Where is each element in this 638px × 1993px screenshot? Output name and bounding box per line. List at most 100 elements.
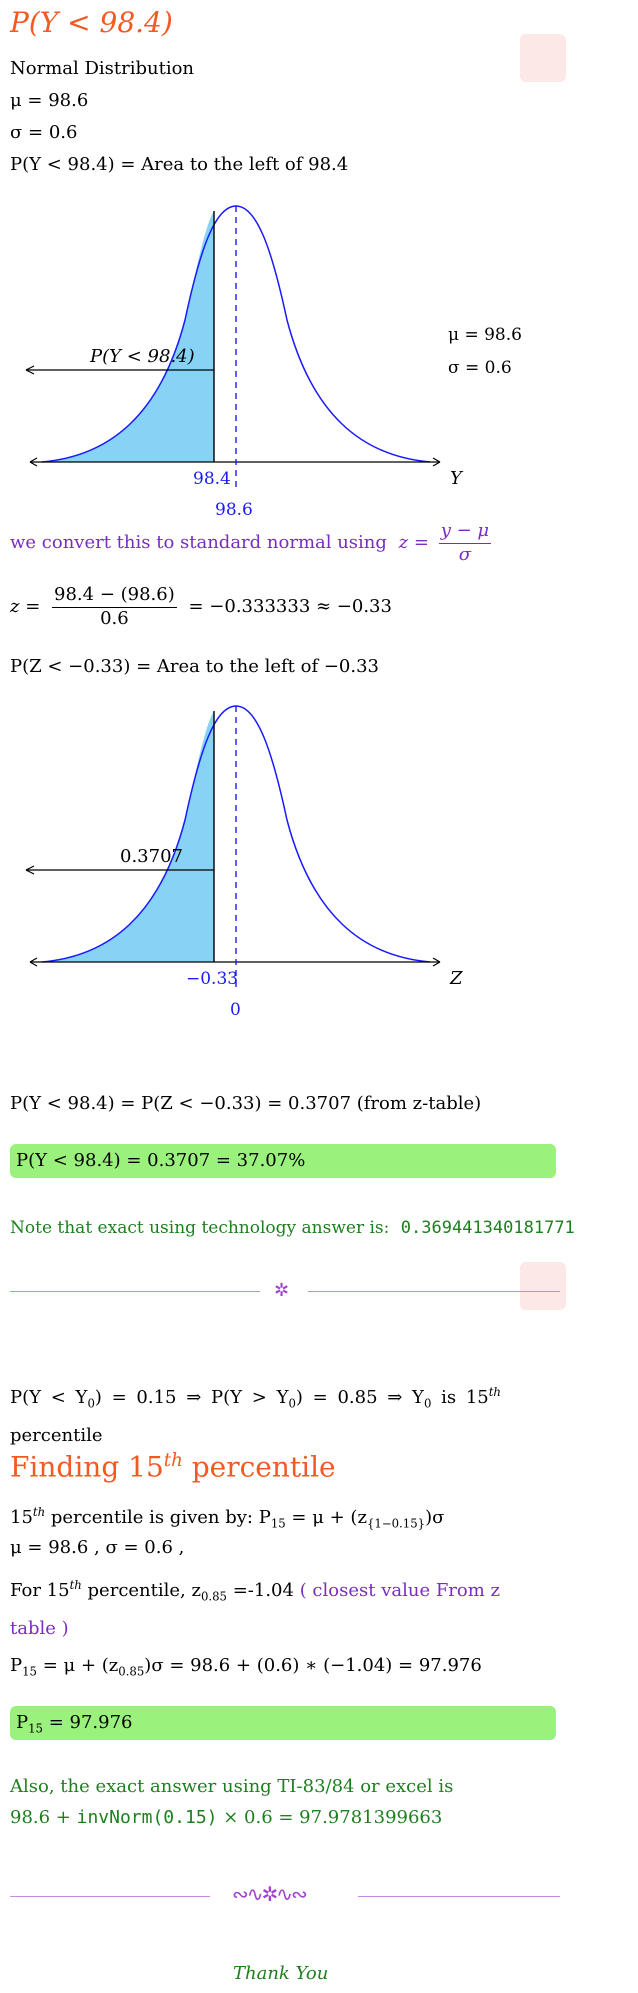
calc-part-c: )σ = 98.6 + (0.6) ∗ (−1.04) = 97.976 (144, 1655, 482, 1676)
divider-line-right (308, 1291, 560, 1292)
exact-function: invNorm(0.15) (76, 1807, 218, 1828)
calc-sub: 15 (22, 1664, 37, 1679)
technology-note-text: Note that exact using technology answer … (10, 1218, 390, 1238)
intro-part-a: P(Y < Y (10, 1387, 88, 1408)
intro-sup: th (488, 1385, 501, 1399)
x-axis-right-arrow (432, 957, 441, 967)
divider-line-left (10, 1896, 210, 1897)
z-calc-result: = −0.333333 ≈ −0.33 (188, 596, 392, 617)
axis-label: Y (450, 468, 464, 489)
percentile-formula: 15th percentile is given by: P15 = μ + (… (10, 1505, 444, 1531)
z-calc-fraction: 98.4 − (98.6) 0.6 (52, 584, 177, 630)
percentile-calculation: P15 = μ + (z0.85)σ = 98.6 + (0.6) ∗ (−1.… (10, 1655, 482, 1679)
x-axis-right-arrow (432, 457, 441, 467)
intro-sub-1: 0 (288, 1396, 296, 1411)
exact-part-b: × 0.6 = 97.9781399663 (217, 1807, 443, 1828)
area-label: P(Y < 98.4) (89, 346, 195, 367)
z-area-statement: P(Z < −0.33) = Area to the left of −0.33 (10, 656, 379, 677)
percentile-intro: P(Y < Y0) = 0.15 ⇒ P(Y > Y0) = 0.85 ⇒ Y0… (10, 1376, 558, 1452)
x-axis-left-arrow (29, 957, 38, 967)
area-statement: P(Y < 98.4) = Area to the left of 98.4 (10, 154, 349, 175)
area-value-label: 0.3707 (120, 846, 183, 867)
z-calc-numerator: 98.4 − (98.6) (52, 584, 177, 608)
exact-part-a: 98.6 + (10, 1807, 77, 1828)
for-sub: 0.85 (200, 1589, 227, 1604)
area-arrow-head (25, 365, 35, 375)
exact-answer-line-2: 98.6 + invNorm(0.15) × 0.6 = 97.97813996… (10, 1807, 442, 1828)
given-part-a: 15 (10, 1507, 33, 1528)
z-value-line: For 15th percentile, z0.85 =-1.04 ( clos… (10, 1569, 560, 1645)
answer-box-2: P15 = 97.976 (10, 1706, 556, 1740)
cutoff-value-label: −0.33 (186, 969, 238, 989)
params-sigma: σ = 0.6 (448, 358, 512, 378)
watermark-stamp-icon (520, 34, 566, 82)
intro-part-c: ) = 0.85 ⇒ Y (295, 1387, 424, 1408)
answer-2-part-b: = 97.976 (43, 1712, 133, 1733)
heading-part-b: percentile (182, 1450, 336, 1484)
technology-note: Note that exact using technology answer … (10, 1218, 575, 1238)
for-part-b: percentile, z (81, 1580, 201, 1601)
cutoff-value-label: 98.4 (193, 469, 231, 489)
z-formula-fraction: y − μ σ (438, 520, 492, 566)
calc-part-a: P (10, 1655, 23, 1676)
thank-you: Thank You (233, 1963, 329, 1984)
watermark-stamp-icon (520, 1262, 566, 1310)
given-sup: th (32, 1505, 46, 1519)
shaded-left-region (42, 711, 214, 962)
page-title: P(Y < 98.4) (10, 6, 173, 39)
conversion-text: we convert this to standard normal using… (10, 520, 492, 566)
x-axis-left-arrow (29, 457, 38, 467)
answer-box-1: P(Y < 98.4) = 0.3707 = 37.07% (10, 1144, 556, 1178)
heading-sup: th (163, 1450, 183, 1471)
intro-part-e: percentile (10, 1424, 103, 1446)
answer-2-text: P15 = 97.976 (16, 1712, 133, 1736)
given-part-b: percentile is given by: P (45, 1507, 271, 1528)
given-part-c: = μ + (z (285, 1507, 367, 1528)
conversion-sentence: we convert this to standard normal using (10, 532, 387, 553)
answer-2-sub: 15 (28, 1721, 43, 1736)
intro-part-d: is 15 (431, 1387, 489, 1408)
z-formula-denominator: σ (458, 543, 472, 565)
mean-value-label: 0 (230, 1000, 241, 1020)
distribution-name: Normal Distribution (10, 58, 195, 79)
divider-line-right (358, 1896, 560, 1897)
area-arrow-head (25, 865, 35, 875)
technology-note-value: 0.369441340181771 (400, 1218, 575, 1238)
calc-part-b: = μ + (z (37, 1655, 119, 1676)
intro-sub-2: 0 (423, 1396, 432, 1411)
for-part-a: For 15 (10, 1580, 70, 1601)
mu-line: μ = 98.6 (10, 90, 89, 111)
closest-value-note-2: table ) (10, 1617, 69, 1639)
flourish-icon: ✲ (274, 1280, 290, 1301)
normal-curve-graph-2: 0.3707 −0.33 0 Z (25, 705, 463, 1020)
divider-line-left (10, 1291, 260, 1292)
sigma-line: σ = 0.6 (10, 122, 78, 143)
mean-value-label: 98.6 (215, 500, 253, 520)
percentile-params: μ = 98.6 , σ = 0.6 , (10, 1537, 185, 1558)
z-calc-denominator: 0.6 (100, 607, 129, 629)
z-calculation: z = 98.4 − (98.6) 0.6 = −0.333333 ≈ −0.3… (10, 584, 392, 630)
calc-sub-2: 0.85 (118, 1664, 145, 1679)
params-mu: μ = 98.6 (448, 325, 522, 345)
probability-equation: P(Y < 98.4) = P(Z < −0.33) = 0.3707 (fro… (10, 1093, 482, 1114)
z-calc-lhs: z = (10, 596, 41, 617)
given-sub-2: {1−0.15} (366, 1516, 426, 1531)
intro-part-b: ) = 0.15 ⇒ P(Y > Y (94, 1387, 289, 1408)
z-formula-numerator: y − μ (438, 520, 492, 544)
answer-2-part-a: P (16, 1712, 29, 1733)
for-part-c: =-1.04 (227, 1580, 294, 1601)
percentile-heading: Finding 15th percentile (10, 1450, 336, 1483)
z-formula-lhs: z = (398, 532, 429, 553)
heading-part-a: Finding 15 (10, 1450, 164, 1484)
shaded-left-region (42, 211, 214, 462)
ornament-icon: ∾∿✲∿∾ (232, 1882, 308, 1906)
intro-sub-0: 0 (87, 1396, 95, 1411)
given-part-d: )σ (425, 1507, 445, 1528)
exact-answer-line-1: Also, the exact answer using TI-83/84 or… (10, 1776, 454, 1797)
axis-label: Z (449, 968, 463, 989)
for-sup: th (69, 1578, 82, 1592)
closest-value-note: ( closest value From z (293, 1580, 501, 1601)
answer-1-text: P(Y < 98.4) = 0.3707 = 37.07% (16, 1150, 306, 1171)
given-sub: 15 (270, 1516, 286, 1531)
normal-curve-graph-1: P(Y < 98.4) 98.4 98.6 Y μ = 98.6 σ = 0.6 (25, 205, 522, 520)
